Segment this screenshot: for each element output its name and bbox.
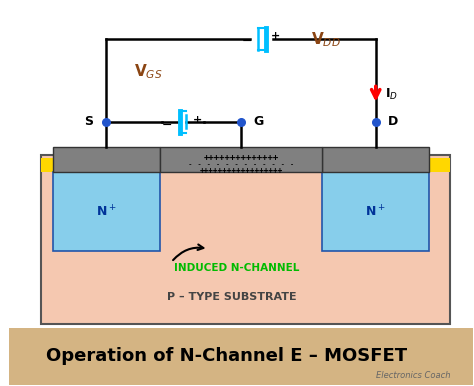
Text: −: − [161,119,172,131]
Text: N$^+$: N$^+$ [365,205,386,220]
Text: +: + [271,31,281,41]
Bar [322,172,429,251]
Text: I$_{D}$: I$_{D}$ [385,87,398,102]
Text: ++++++++++++++: ++++++++++++++ [203,153,279,162]
Text: −: − [242,35,252,47]
Bar [9,328,474,385]
Text: INDUCED N-CHANNEL: INDUCED N-CHANNEL [173,263,299,273]
Text: D: D [388,115,399,129]
Text: ++++++++++++++++++: ++++++++++++++++++ [200,166,283,175]
Text: V$_{DD}$: V$_{DD}$ [310,30,340,49]
Bar [53,172,160,251]
Bar [41,158,450,172]
Bar [160,147,322,172]
Bar [41,154,450,324]
Text: N$^+$: N$^+$ [96,205,117,220]
Text: V$_{GS}$: V$_{GS}$ [134,63,162,81]
Text: Electronics Coach: Electronics Coach [375,371,450,379]
Text: P – TYPE SUBSTRATE: P – TYPE SUBSTRATE [167,292,296,302]
Text: S: S [84,115,93,129]
Text: Operation of N-Channel E – MOSFET: Operation of N-Channel E – MOSFET [46,347,408,366]
Bar [53,147,160,172]
Bar [322,147,429,172]
Text: - - - - - - - - - - - -: - - - - - - - - - - - - [188,161,294,169]
Text: +: + [193,115,202,125]
Text: G: G [254,115,264,129]
